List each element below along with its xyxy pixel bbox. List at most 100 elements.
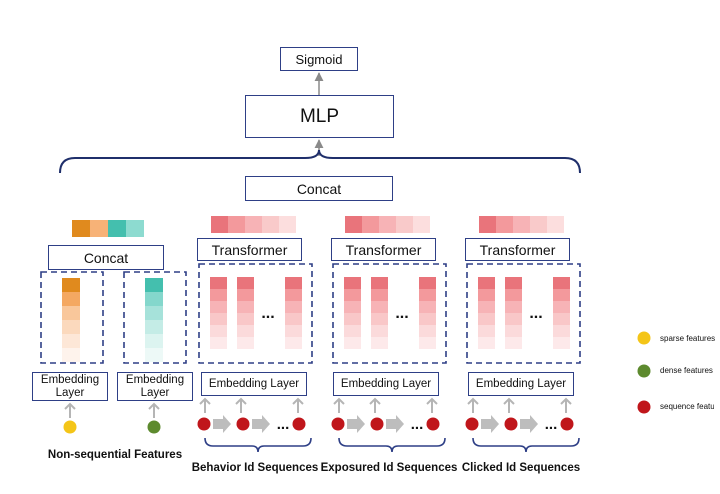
clicked-embedding-column-0-cell-5: [478, 337, 495, 349]
sparse-up-arrow: [64, 402, 76, 418]
behavior-embedding-column-0-cell-1: [210, 289, 227, 301]
exposured-embedding-column-0-cell-3: [344, 313, 361, 325]
exposured-output-strip-cell-3: [396, 216, 413, 233]
sparse-feature-dot: [63, 420, 77, 434]
legend-label-sequence: sequence features: [660, 402, 714, 411]
sparse-embedding-label-line2: Layer: [55, 386, 85, 399]
exposured-embedding-column-1-cell-0: [371, 277, 388, 289]
behavior-up-arrow-2: [292, 397, 304, 413]
dense-embedding-column-cell-1: [145, 292, 163, 306]
exposured-transformer-box: Transformer: [331, 238, 436, 261]
exposured-embedding-column-1-cell-5: [371, 337, 388, 349]
exposured-output-strip-cell-2: [379, 216, 396, 233]
sparse-embedding-label-line1: Embedding: [40, 373, 100, 386]
nonseq-concat-strip-cell-2: [108, 220, 126, 237]
exposured-sequence-ellipsis: ...: [411, 416, 424, 433]
legend-dot-2: [637, 400, 651, 414]
behavior-sequence-brace: [204, 437, 312, 453]
clicked-embedding-column-2-cell-0: [553, 277, 570, 289]
clicked-embedding-column-2-cell-5: [553, 337, 570, 349]
sparse-embedding-frame: [40, 271, 104, 364]
behavior-transformer-box: Transformer: [197, 238, 302, 261]
behavior-output-strip-cell-2: [245, 216, 262, 233]
behavior-embedding-column-1-cell-2: [237, 301, 254, 313]
exposured-sequence-brace: [338, 437, 446, 453]
clicked-embedding-column-0-cell-3: [478, 313, 495, 325]
behavior-up-arrow-1: [235, 397, 247, 413]
nonseq-concat-strip-cell-3: [126, 220, 144, 237]
behavior-sequence-ellipsis: ...: [277, 416, 290, 433]
clicked-embedding-column-1-cell-4: [505, 325, 522, 337]
exposured-sequence-node-0: [331, 417, 345, 431]
behavior-embedding-column-1-cell-1: [237, 289, 254, 301]
top-curly-brace: [59, 149, 581, 174]
exposured-chevron-1: [386, 415, 404, 433]
behavior-embedding-column-2-cell-5: [285, 337, 302, 349]
clicked-up-arrow-0: [467, 397, 479, 413]
behavior-output-strip-cell-0: [211, 216, 228, 233]
behavior-chevron-0: [213, 415, 231, 433]
nonseq-concat-strip-cell-1: [90, 220, 108, 237]
mlp-box: MLP: [245, 95, 394, 138]
sigmoid-box: Sigmoid: [280, 47, 358, 71]
exposured-embedding-column-0-cell-1: [344, 289, 361, 301]
clicked-chevron-0: [481, 415, 499, 433]
legend-dot-0: [637, 331, 651, 345]
behavior-embedding-column-2-cell-0: [285, 277, 302, 289]
clicked-embedding-column-1-cell-5: [505, 337, 522, 349]
clicked-embedding-column-2-cell-2: [553, 301, 570, 313]
clicked-sequence-node-1: [504, 417, 518, 431]
exposured-embedding-layer: Embedding Layer: [333, 372, 439, 396]
exposured-embedding-column-2-cell-0: [419, 277, 436, 289]
clicked-up-arrow-1: [503, 397, 515, 413]
exposured-output-strip-cell-4: [413, 216, 430, 233]
behavior-sequence-node-0: [197, 417, 211, 431]
clicked-embedding-column-2-cell-1: [553, 289, 570, 301]
sparse-embedding-column-cell-1: [62, 292, 80, 306]
sparse-embedding-layer: Embedding Layer: [32, 372, 108, 401]
behavior-embedding-layer: Embedding Layer: [201, 372, 307, 396]
clicked-caption: Clicked Id Sequences: [461, 462, 581, 474]
legend-label-sparse: sparse features: [660, 334, 716, 343]
legend-label-dense: dense features: [660, 366, 713, 375]
dense-up-arrow: [148, 402, 160, 418]
behavior-up-arrow-0: [199, 397, 211, 413]
clicked-embedding-column-2-cell-3: [553, 313, 570, 325]
legend-dot-1: [637, 364, 651, 378]
dense-embedding-layer: Embedding Layer: [117, 372, 193, 401]
behavior-sequence-node-1: [236, 417, 250, 431]
behavior-embedding-column-0-cell-0: [210, 277, 227, 289]
behavior-embedding-column-1-cell-3: [237, 313, 254, 325]
nonseq-concat-strip-cell-0: [72, 220, 90, 237]
behavior-embedding-column-2-cell-3: [285, 313, 302, 325]
exposured-embedding-column-2-cell-2: [419, 301, 436, 313]
clicked-embedding-column-0-cell-4: [478, 325, 495, 337]
behavior-embedding-column-2-cell-1: [285, 289, 302, 301]
exposured-chevron-0: [347, 415, 365, 433]
sparse-embedding-column-cell-4: [62, 334, 80, 348]
exposured-embedding-column-0-cell-0: [344, 277, 361, 289]
clicked-up-arrow-2: [560, 397, 572, 413]
dense-feature-dot: [147, 420, 161, 434]
behavior-transformer-frame: [198, 263, 313, 364]
behavior-embedding-column-0-cell-5: [210, 337, 227, 349]
exposured-embedding-column-2-cell-5: [419, 337, 436, 349]
exposured-embedding-column-0-cell-5: [344, 337, 361, 349]
clicked-embedding-column-1-cell-0: [505, 277, 522, 289]
behavior-sequence-node-2: [292, 417, 306, 431]
clicked-embedding-layer: Embedding Layer: [468, 372, 574, 396]
exposured-output-strip-cell-1: [362, 216, 379, 233]
behavior-output-strip-cell-1: [228, 216, 245, 233]
dense-embedding-column-cell-0: [145, 278, 163, 292]
behavior-embedding-column-1-cell-4: [237, 325, 254, 337]
clicked-transformer-box: Transformer: [465, 238, 570, 261]
clicked-sequence-ellipsis: ...: [545, 416, 558, 433]
clicked-output-strip-cell-2: [513, 216, 530, 233]
exposured-up-arrow-1: [369, 397, 381, 413]
behavior-embedding-column-1-cell-0: [237, 277, 254, 289]
exposured-embedding-column-2-cell-4: [419, 325, 436, 337]
exposured-caption: Exposured Id Sequences: [320, 462, 458, 474]
clicked-output-strip-cell-0: [479, 216, 496, 233]
exposured-transformer-frame: [332, 263, 447, 364]
